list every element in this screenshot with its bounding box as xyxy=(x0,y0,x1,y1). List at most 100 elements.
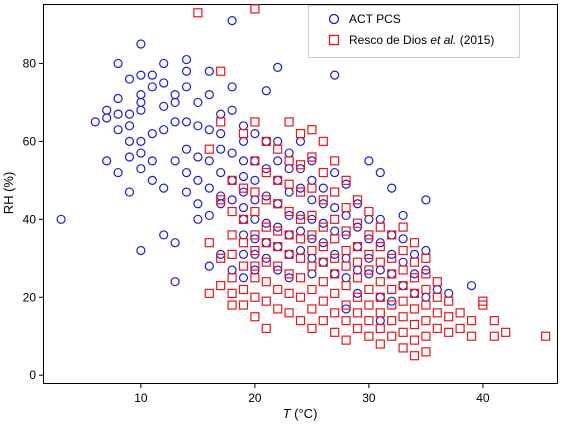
resco-point xyxy=(375,339,385,349)
legend-label-resco: Resco de Dios et al. (2015) xyxy=(349,33,494,47)
resco-point xyxy=(307,183,317,193)
resco-point xyxy=(273,242,283,252)
resco-point xyxy=(364,300,374,310)
act-pcs-point xyxy=(398,234,408,244)
resco-point xyxy=(261,195,271,205)
act-pcs-point xyxy=(238,171,249,182)
resco-point xyxy=(364,331,374,341)
act-pcs-point xyxy=(238,156,249,166)
x-axis-title-unit: (°C) xyxy=(291,406,318,421)
resco-point xyxy=(466,331,477,341)
act-pcs-point xyxy=(124,136,135,146)
resco-point xyxy=(421,253,431,263)
act-pcs-point xyxy=(147,156,157,166)
resco-point xyxy=(318,167,328,178)
act-pcs-point xyxy=(204,183,214,193)
act-pcs-point xyxy=(159,230,169,240)
resco-point xyxy=(261,296,271,306)
resco-point xyxy=(227,288,237,298)
resco-point xyxy=(444,327,454,337)
resco-point xyxy=(250,312,260,322)
act-pcs-point xyxy=(387,183,397,193)
act-pcs-point xyxy=(193,152,203,162)
act-pcs-point xyxy=(102,156,112,166)
resco-point xyxy=(273,226,283,236)
resco-point xyxy=(273,261,283,271)
act-pcs-point xyxy=(307,195,317,205)
resco-point xyxy=(318,222,328,232)
act-pcs-point xyxy=(147,70,157,80)
act-pcs-point xyxy=(330,70,340,80)
resco-point xyxy=(352,323,363,334)
x-tick-label: 30 xyxy=(362,391,376,405)
resco-point xyxy=(193,8,203,18)
resco-point xyxy=(364,206,374,217)
act-pcs-point xyxy=(216,167,226,178)
resco-point xyxy=(455,308,465,318)
legend-marker-resco xyxy=(328,34,340,46)
resco-point xyxy=(307,245,317,256)
resco-point xyxy=(295,187,306,197)
resco-point xyxy=(318,277,328,287)
resco-point xyxy=(204,238,214,248)
resco-point xyxy=(432,308,442,318)
act-pcs-point xyxy=(273,156,283,166)
resco-point xyxy=(284,288,294,298)
resco-point xyxy=(330,327,340,337)
resco-point xyxy=(204,144,214,154)
resco-point xyxy=(318,316,328,326)
resco-point xyxy=(261,323,271,334)
resco-point xyxy=(227,300,237,310)
act-pcs-point xyxy=(147,175,157,185)
resco-point xyxy=(387,269,397,279)
resco-point xyxy=(398,222,408,232)
resco-point xyxy=(352,273,363,283)
resco-point xyxy=(466,316,477,326)
y-tick-label: 20 xyxy=(23,290,37,304)
resco-point xyxy=(432,277,442,287)
resco-point xyxy=(364,230,374,240)
resco-point xyxy=(261,277,271,287)
resco-point xyxy=(330,156,340,166)
resco-point xyxy=(478,300,488,310)
resco-point xyxy=(307,284,317,295)
act-pcs-point xyxy=(159,58,169,69)
resco-point xyxy=(295,253,306,263)
resco-point xyxy=(398,343,408,353)
act-pcs-point xyxy=(56,214,66,224)
resco-point xyxy=(409,273,420,283)
resco-point xyxy=(318,296,328,306)
resco-point xyxy=(216,195,226,205)
act-pcs-point xyxy=(204,261,214,271)
resco-point xyxy=(341,261,351,271)
resco-point xyxy=(352,292,363,302)
x-axis-title-main: T xyxy=(283,406,292,421)
act-pcs-point xyxy=(124,121,135,131)
resco-point xyxy=(421,300,431,310)
resco-point xyxy=(238,214,249,224)
resco-point xyxy=(227,175,237,185)
act-pcs-point xyxy=(136,245,146,256)
x-axis: 10 20 30 40 xyxy=(134,383,490,405)
resco-point xyxy=(204,288,214,298)
resco-point xyxy=(250,156,260,166)
resco-point xyxy=(352,242,363,252)
resco-point xyxy=(238,183,249,193)
act-pcs-point xyxy=(90,117,100,127)
resco-point xyxy=(489,316,499,326)
resco-point xyxy=(261,136,271,146)
act-pcs-point xyxy=(204,210,214,221)
resco-point xyxy=(398,312,408,322)
y-tick-label: 80 xyxy=(23,56,37,70)
resco-point xyxy=(250,292,260,302)
act-pcs-point xyxy=(238,203,249,213)
act-pcs-point xyxy=(193,175,203,185)
resco-point xyxy=(307,210,317,221)
act-pcs-point xyxy=(216,128,226,139)
act-pcs-point xyxy=(250,128,260,139)
act-pcs-point xyxy=(238,249,249,260)
resco-point xyxy=(261,238,271,248)
resco-point xyxy=(273,304,283,314)
resco-point xyxy=(330,214,340,224)
resco-point xyxy=(421,347,431,357)
